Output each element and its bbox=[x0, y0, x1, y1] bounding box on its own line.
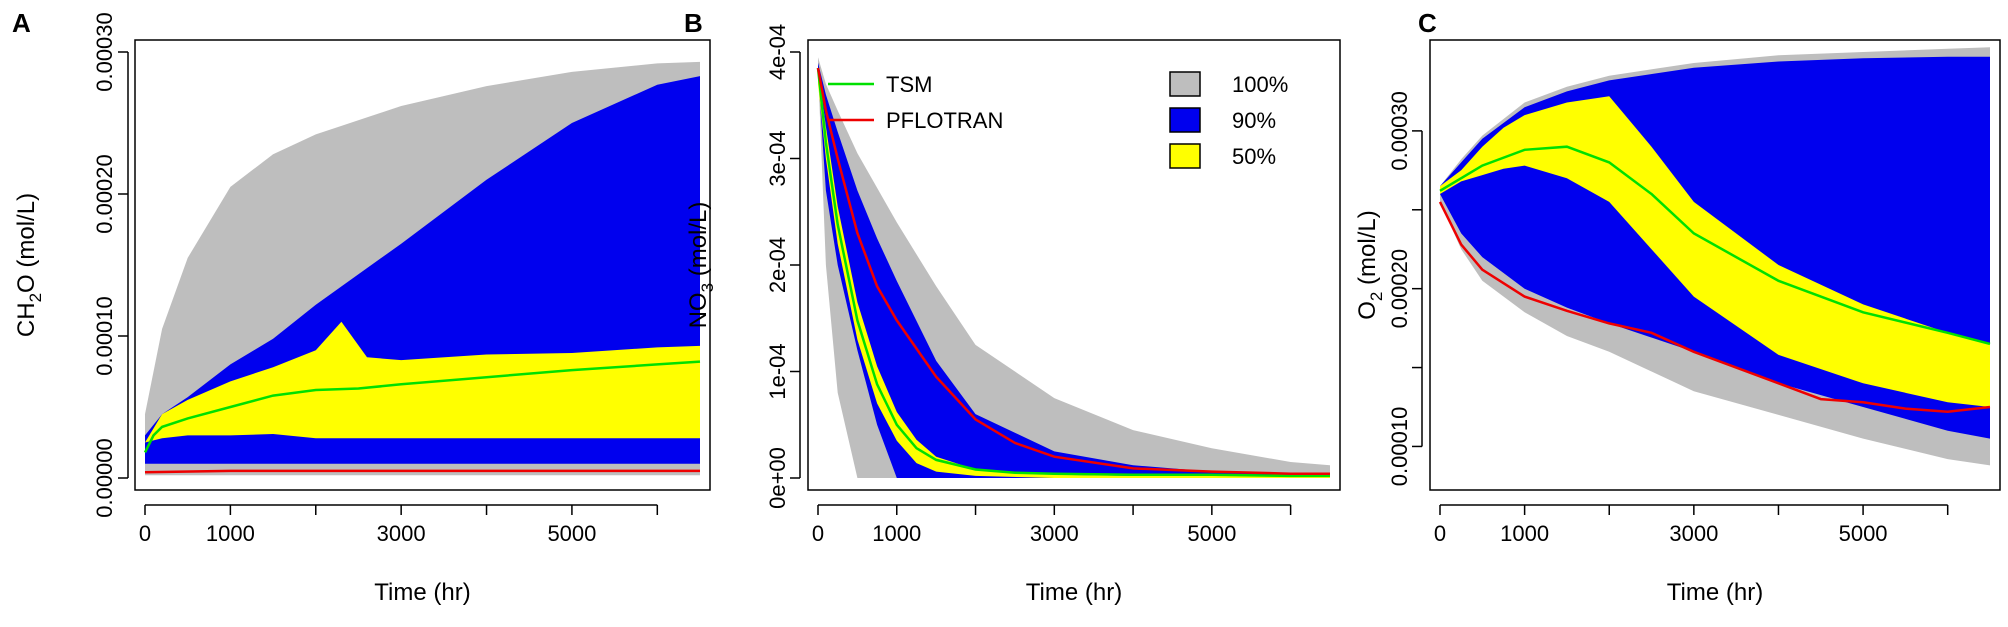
panel-a-x-tick-label: 5000 bbox=[547, 521, 596, 546]
panel-b-line-pflotran bbox=[816, 67, 1330, 475]
panel-c-x-tick-label: 5000 bbox=[1839, 521, 1888, 546]
panel-b-y-tick-label: 3e-04 bbox=[765, 130, 790, 186]
panel-b-y-tick-label: 1e-04 bbox=[765, 343, 790, 399]
panel-b-x-tick-label: 3000 bbox=[1030, 521, 1079, 546]
panel-b-band-100pct bbox=[818, 57, 1330, 479]
panel-c-band-50pct bbox=[1440, 96, 1990, 407]
panel-b-band-90pct bbox=[818, 62, 1330, 478]
panel-b-y-tick-label: 0e+00 bbox=[765, 447, 790, 509]
panel-b-letter: B bbox=[684, 8, 703, 38]
panel-c-y-tick-label: 0.00010 bbox=[1387, 407, 1412, 487]
panel-a-x-axis-label: Time (hr) bbox=[374, 579, 470, 606]
panel-a-plot-box bbox=[134, 39, 711, 491]
panel-b-y-tick-label: 4e-04 bbox=[765, 24, 790, 80]
panel-b-x-axis-label: Time (hr) bbox=[1026, 579, 1122, 606]
panel-c-x-tick-label: 1000 bbox=[1500, 521, 1549, 546]
panel-b-legend-label: 90% bbox=[1232, 108, 1276, 133]
panel-b-x-tick-label: 1000 bbox=[872, 521, 921, 546]
panel-a-x-tick-label: 0 bbox=[139, 521, 151, 546]
panel-a-x-tick-label: 1000 bbox=[206, 521, 255, 546]
panel-c: 0 1000 3000 5000 Time (hr) 0.00010 0.00020 0.00… bbox=[1354, 8, 2001, 606]
panel-b-legend-box bbox=[1169, 71, 1201, 97]
panel-b-legend-box bbox=[1169, 143, 1201, 169]
panel-a-line-tsm bbox=[143, 360, 701, 453]
panel-c-line-tsm bbox=[1439, 145, 1991, 346]
panel-a-letter: A bbox=[12, 8, 31, 38]
panel-b-y-axis-label: NO3 (mol/L) bbox=[685, 202, 717, 329]
panel-b-line-tsm bbox=[816, 67, 1330, 478]
panel-b: 0 1000 3000 5000 Time (hr) 0e+00 1e-04 2e-04 3e-… bbox=[684, 8, 1341, 606]
panel-c-x-tick-label: 0 bbox=[1434, 521, 1446, 546]
panel-b-legend: TSM PFLOTRAN 100% 90% 50% bbox=[828, 71, 1288, 169]
panel-c-x-tick-label: 3000 bbox=[1669, 521, 1718, 546]
panel-c-plot-box bbox=[1429, 39, 2001, 491]
panel-b-legend-label: 50% bbox=[1232, 144, 1276, 169]
panel-a-y-tick-label: 0.00020 bbox=[92, 154, 117, 234]
panel-a-y-tick-label: 0.00030 bbox=[92, 12, 117, 92]
panel-b-legend-box bbox=[1169, 107, 1201, 133]
panel-b-x-tick-label: 0 bbox=[812, 521, 824, 546]
panel-c-x-axis-label: Time (hr) bbox=[1667, 579, 1763, 606]
panel-c-y-tick-label: 0.00020 bbox=[1387, 249, 1412, 329]
panel-a-y-tick-label: 0.00010 bbox=[92, 296, 117, 376]
panel-a-y-axis-label: CH2O (mol/L) bbox=[13, 193, 45, 337]
panel-b-legend-label: 100% bbox=[1232, 72, 1288, 97]
panel-b-plot-box bbox=[807, 39, 1341, 491]
panel-b-legend-label: PFLOTRAN bbox=[886, 108, 1003, 133]
panel-a-x-tick-label: 3000 bbox=[377, 521, 426, 546]
panel-b-legend-label: TSM bbox=[886, 72, 932, 97]
panel-b-x-tick-label: 5000 bbox=[1187, 521, 1236, 546]
panel-b-y-tick-label: 2e-04 bbox=[765, 237, 790, 293]
panel-c-letter: C bbox=[1418, 8, 1437, 38]
panel-c-y-axis-label: O2 (mol/L) bbox=[1354, 210, 1386, 319]
panel-c-y-tick-label: 0.00030 bbox=[1387, 91, 1412, 171]
panel-a-line-pflotran bbox=[144, 469, 700, 474]
panel-a-y-tick-label: 0.00000 bbox=[92, 438, 117, 518]
panel-a: 0 1000 3000 5000 Time (hr) 0.00000 0.00010 0.00… bbox=[12, 8, 711, 606]
panel-c-line-pflotran bbox=[1438, 201, 1991, 413]
